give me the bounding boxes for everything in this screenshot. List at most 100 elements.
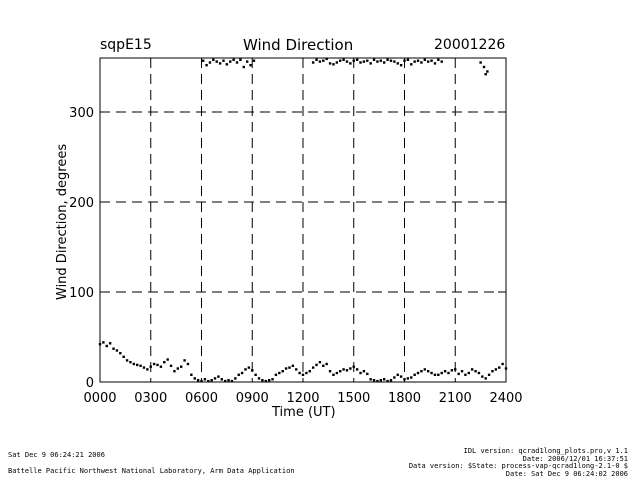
y-tick-label: 200	[69, 196, 94, 211]
data-point	[274, 373, 278, 376]
data-point	[484, 73, 487, 76]
data-point	[215, 60, 218, 63]
data-point	[247, 366, 251, 369]
data-point	[318, 60, 322, 63]
data-point	[142, 366, 146, 369]
data-point	[173, 370, 176, 373]
data-point	[366, 372, 369, 376]
data-point	[457, 372, 460, 376]
data-point	[362, 60, 366, 63]
data-point	[203, 378, 207, 381]
data-point	[399, 375, 403, 378]
data-point	[288, 366, 291, 369]
data-point	[261, 379, 264, 382]
data-point	[491, 370, 494, 373]
data-point	[264, 379, 267, 383]
data-point	[328, 62, 332, 65]
data-point	[470, 368, 474, 371]
data-point	[335, 61, 339, 64]
data-point	[229, 60, 232, 63]
plot-frame	[99, 57, 507, 383]
x-axis-ticks: 0000 0300 0600 0900 1200 1500 1800 2100 2400	[83, 391, 522, 406]
data-point	[232, 58, 235, 61]
data-point	[208, 61, 212, 64]
footer-data-version: Data version: $State: process-vap-qcrad1…	[408, 462, 628, 470]
data-point	[410, 376, 413, 379]
y-tick-label: 0	[86, 376, 94, 391]
data-point	[437, 58, 440, 61]
data-point	[235, 61, 239, 64]
data-point	[301, 373, 305, 376]
data-point	[328, 370, 332, 373]
data-point	[383, 61, 386, 64]
data-point	[308, 370, 311, 373]
data-point	[420, 370, 423, 373]
data-point	[298, 371, 301, 375]
data-point	[278, 371, 281, 375]
data-point	[325, 362, 328, 366]
data-point	[242, 65, 245, 69]
data-point	[372, 379, 376, 382]
data-point	[200, 379, 203, 383]
data-point	[413, 60, 416, 63]
data-point	[399, 64, 403, 67]
data-point	[152, 362, 156, 366]
x-tick-label: 2100	[439, 391, 472, 406]
data-point	[467, 371, 470, 375]
chart-title: Wind Direction	[243, 36, 354, 54]
data-point	[225, 63, 229, 66]
data-point	[217, 375, 220, 378]
data-point	[325, 57, 328, 61]
data-point	[355, 368, 359, 371]
data-point	[479, 61, 482, 64]
data-point	[166, 358, 169, 361]
data-point	[389, 379, 393, 382]
data-point	[369, 378, 372, 381]
data-point	[416, 371, 420, 375]
data-point	[433, 373, 437, 376]
data-point	[146, 368, 149, 371]
data-point	[112, 347, 115, 350]
footer-idl-version: IDL version: qcrad1long_plots.pro,v 1.1	[463, 447, 628, 455]
data-point	[487, 373, 491, 376]
x-tick-label: 1500	[337, 391, 370, 406]
data-point	[359, 371, 362, 375]
data-point	[501, 362, 504, 366]
data-point	[474, 370, 477, 373]
site-label: sqpE15	[100, 37, 152, 53]
data-point	[156, 363, 159, 367]
data-point	[245, 60, 249, 63]
data-point	[369, 62, 372, 65]
data-point	[183, 359, 186, 362]
data-point	[440, 60, 443, 63]
footer-timestamp: Sat Dec 9 06:24:21 2006	[8, 451, 105, 459]
data-point	[430, 59, 433, 62]
data-point	[477, 371, 481, 375]
data-point	[102, 341, 105, 344]
data-point	[430, 371, 433, 375]
data-point	[342, 58, 345, 61]
data-point	[379, 379, 383, 382]
data-point	[423, 368, 426, 371]
data-point	[205, 64, 208, 67]
data-point	[339, 370, 342, 373]
data-point	[218, 62, 222, 65]
grid-lines	[100, 58, 506, 382]
data-point	[379, 59, 383, 62]
data-point	[176, 367, 180, 370]
data-point	[169, 364, 173, 367]
x-axis-label: Time (UT)	[272, 405, 336, 420]
data-point	[423, 58, 426, 61]
data-point	[222, 59, 225, 62]
data-point	[396, 62, 399, 65]
data-point	[311, 61, 315, 64]
data-point	[271, 378, 274, 381]
data-point	[227, 379, 230, 382]
data-point	[366, 59, 369, 62]
data-point	[447, 371, 450, 375]
x-tick-label: 0000	[83, 391, 116, 406]
data-point	[460, 370, 464, 373]
data-point	[413, 373, 416, 376]
data-point	[498, 366, 501, 369]
data-point	[362, 370, 366, 373]
